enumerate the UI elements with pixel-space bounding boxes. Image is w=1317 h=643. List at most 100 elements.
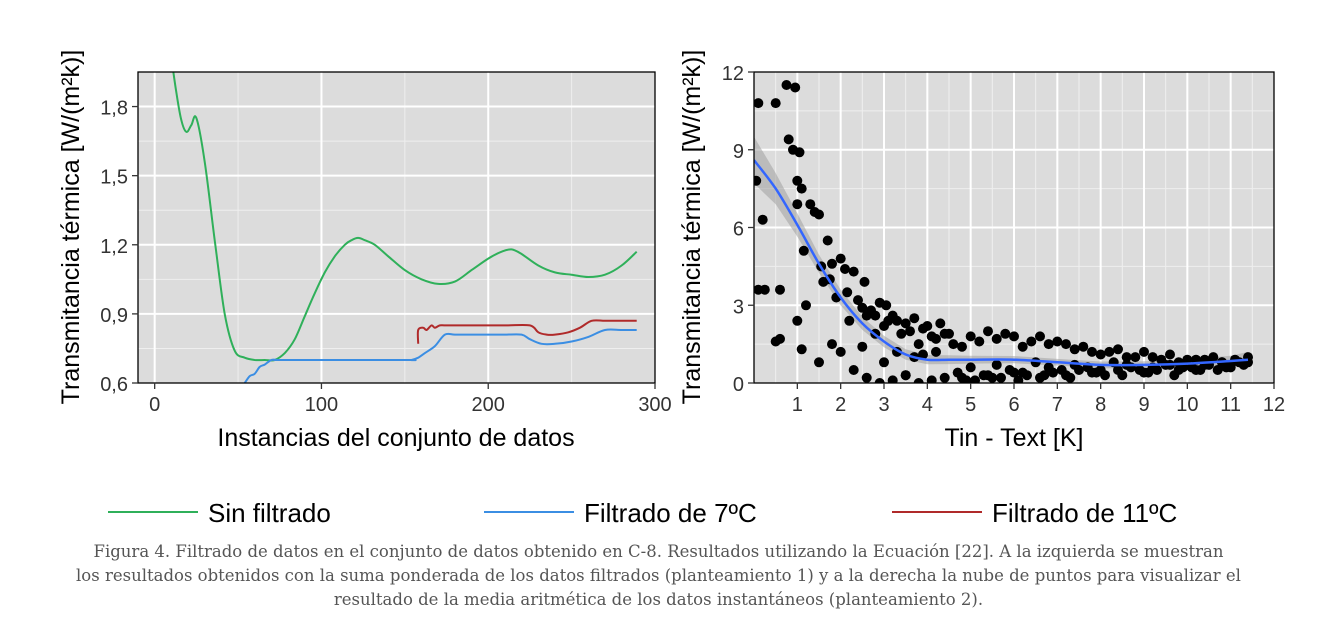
scatter-point [754,175,762,186]
scatter-point [892,315,902,326]
scatter-point [1009,367,1019,378]
y-tick-label: 6 [733,219,744,241]
scatter-point [783,134,794,145]
legend: Sin filtrado Filtrado de 7ºC Filtrado de… [108,498,1177,528]
scatter-point [1100,370,1110,381]
scatter-point [835,346,846,357]
scatter-point [957,341,967,352]
scatter-point [1061,339,1071,350]
y-tick-label: 1,2 [100,236,128,258]
scatter-point [1212,365,1223,375]
scatter-point [796,344,807,355]
scatter-point [870,310,881,321]
right-y-ticks: 0 3 6 9 12 [722,63,754,396]
series-filtrado-11 [416,319,637,344]
scatter-point [1139,346,1149,357]
series-sin-filtrado [172,72,638,362]
scatter-point [1035,372,1045,383]
scatter-point [931,333,941,344]
scatter-point [974,336,985,347]
scatter-point [754,284,764,295]
right-smooth-line [754,159,1249,367]
scatter-point [775,333,785,344]
scatter-point [1104,346,1115,357]
right-x-axis-label: Tin - Text [K] [945,424,1084,452]
scatter-point [965,362,976,373]
scatter-point [844,315,855,326]
left-x-ticks: 0 100 200 300 [149,383,672,416]
y-tick-label: 1,8 [100,98,128,120]
scatter-point [905,326,915,337]
scatter-point [957,372,967,383]
scatter-point [1208,352,1219,363]
x-tick-label: 4 [922,394,933,416]
scatter-point [1078,341,1089,352]
scatter-point [1013,375,1024,383]
scatter-point [801,300,811,311]
scatter-point [827,258,837,269]
y-tick-label: 3 [733,296,744,318]
scatter-point [848,365,859,375]
scatter-point [1069,344,1080,355]
x-tick-label: 200 [472,394,505,416]
left-y-axis-label: Transmitancia térmica [W/(m²k)] [57,50,85,405]
scatter-point [814,357,824,368]
x-tick-label: 3 [878,394,889,416]
scatter-point [770,98,781,109]
scatter-point [887,375,898,383]
x-tick-label: 7 [1052,394,1063,416]
scatter-point [931,346,941,357]
scatter-point [1191,365,1201,375]
scatter-point [913,378,924,383]
scatter-point [1238,359,1249,370]
legend-label-filtrado-7: Filtrado de 7ºC [584,498,757,528]
y-tick-label: 0,9 [100,305,128,327]
scatter-point [874,378,885,383]
x-tick-label: 300 [638,394,671,416]
left-plot-panel [138,72,655,383]
x-tick-label: 8 [1095,394,1106,416]
x-tick-label: 12 [1263,394,1285,416]
right-x-ticks: 1 2 3 4 5 6 7 8 9 10 11 12 [792,383,1285,416]
scatter-point [792,175,803,186]
smooth-fit-line [754,159,1249,367]
scatter-point [1022,370,1032,381]
scatter-point [1113,365,1123,375]
scatter-point [792,199,803,210]
scatter-point [1035,331,1045,342]
scatter-point [861,372,872,383]
scatter-point [1169,370,1180,381]
scatter-point [1095,349,1106,360]
scatter-point [900,370,911,381]
y-tick-label: 1,5 [100,167,128,189]
scatter-point [1087,346,1097,357]
scatter-point [848,266,859,277]
x-tick-label: 1 [792,394,803,416]
scatter-point [859,276,870,287]
scatter-point [835,253,846,264]
scatter-point [991,333,1002,344]
scatter-point [1165,349,1175,360]
scatter-point [775,284,785,295]
scatter-point [757,214,768,225]
left-x-axis-label: Instancias del conjunto de datos [217,424,574,452]
scatter-point [900,318,911,329]
x-tick-label: 0 [149,394,160,416]
x-tick-label: 10 [1176,394,1198,416]
scatter-point [1061,370,1071,381]
scatter-point [1043,339,1054,350]
scatter-point [1000,328,1011,339]
scatter-point [1147,352,1158,363]
scatter-point [840,264,850,274]
scatter-point [1052,336,1063,347]
scatter-point [1139,367,1149,378]
series-filtrado-7 [243,328,637,383]
left-series-lines [172,72,638,383]
legend-label-sin-filtrado: Sin filtrado [208,498,331,528]
y-tick-label: 0,6 [100,374,128,396]
right-grid [754,72,1274,383]
scatter-point [1121,352,1132,363]
scatter-point [857,341,868,352]
